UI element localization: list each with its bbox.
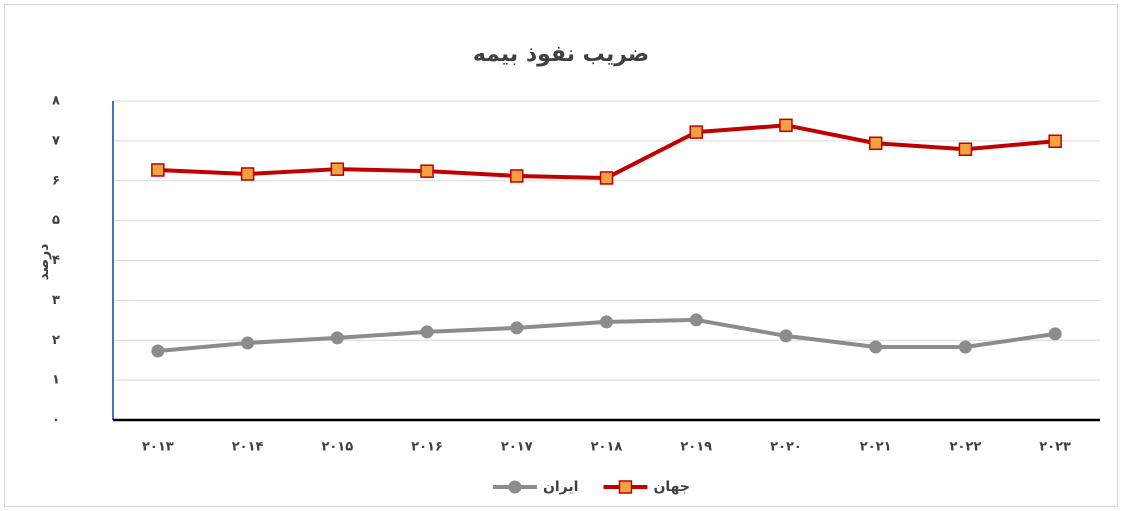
marker <box>241 336 255 350</box>
chart-title: ضریب نفوذ بیمه <box>473 42 649 67</box>
marker <box>151 163 165 177</box>
legend-marker <box>508 480 522 494</box>
marker <box>510 169 524 183</box>
marker <box>958 142 973 156</box>
y-tick-label: ۷ <box>52 133 60 148</box>
legend-marker <box>618 480 633 494</box>
marker <box>330 331 344 345</box>
x-tick-label: ۲۰۱۷ <box>501 440 533 455</box>
legend-label: جهان <box>653 479 690 495</box>
y-axis-label: درصد <box>36 244 52 281</box>
x-tick-label: ۲۰۱۴ <box>232 440 264 455</box>
marker <box>1048 134 1062 149</box>
marker <box>958 340 972 354</box>
marker <box>779 329 793 343</box>
legend-label: ایران <box>543 479 579 495</box>
marker <box>599 171 614 185</box>
x-tick-label: ۲۰۲۱ <box>860 440 892 455</box>
marker <box>420 325 434 339</box>
x-tick-label: ۲۰۱۹ <box>680 440 712 455</box>
marker <box>689 125 703 139</box>
marker <box>510 321 524 335</box>
marker <box>330 162 345 176</box>
x-tick-label: ۲۰۲۰ <box>770 440 802 455</box>
marker <box>420 164 434 178</box>
marker <box>869 340 883 354</box>
y-tick-label: ۰ <box>52 413 60 428</box>
marker <box>600 315 613 329</box>
marker <box>779 118 793 133</box>
x-tick-label: ۲۰۱۸ <box>591 440 623 455</box>
y-tick-label: ۱ <box>52 373 60 388</box>
chart-frame <box>4 4 1118 507</box>
marker <box>689 313 703 327</box>
marker <box>1048 327 1062 341</box>
x-tick-label: ۲۰۲۲ <box>950 440 982 455</box>
y-tick-label: ۶ <box>52 173 60 188</box>
y-tick-label: ۴ <box>52 253 60 268</box>
marker <box>868 136 883 151</box>
marker <box>240 167 255 181</box>
y-tick-label: ۵ <box>52 213 60 228</box>
y-tick-label: ۸ <box>52 94 60 109</box>
x-tick-label: ۲۰۱۳ <box>142 440 174 455</box>
y-tick-label: ۳ <box>52 293 60 308</box>
x-tick-label: ۲۰۱۶ <box>411 440 443 455</box>
x-tick-label: ۲۰۲۳ <box>1039 440 1071 455</box>
x-tick-label: ۲۰۱۵ <box>321 440 353 455</box>
marker <box>151 344 165 358</box>
y-tick-label: ۲ <box>52 333 60 348</box>
